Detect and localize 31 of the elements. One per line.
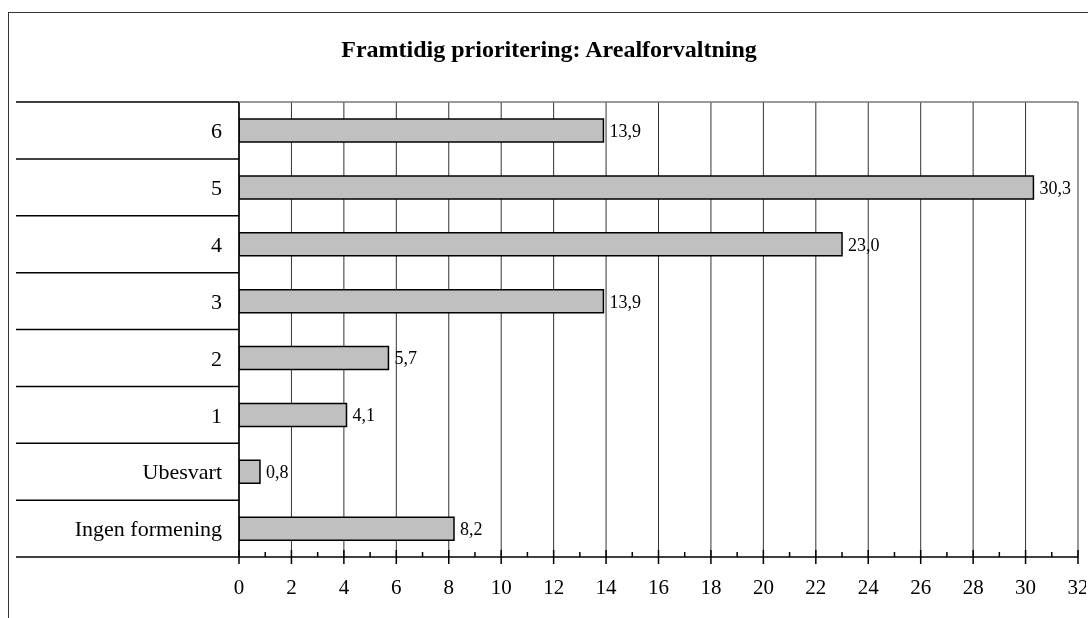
x-tick-label: 0 [233,575,245,599]
x-tick-label: 12 [543,575,565,599]
x-tick-label: 8 [443,575,454,599]
x-tick-label: 14 [595,575,618,599]
x-tick-label: 22 [805,575,827,599]
y-tick-label: 2 [211,345,222,371]
y-tick-label: 5 [211,175,222,201]
x-tick-label: 6 [391,575,402,599]
chart-title: Framtidig prioritering: Arealforvaltning [340,36,758,63]
y-tick-label: 1 [211,402,222,428]
x-tick-label: 10 [490,575,512,599]
x-tick-label: 26 [910,575,932,599]
x-tick-label: 18 [700,575,722,599]
data-label: 8,2 [459,519,483,540]
x-tick-label: 4 [338,575,350,599]
x-tick-label: 2 [286,575,297,599]
x-tick-label: 30 [1015,575,1037,599]
x-tick-label: 20 [752,575,774,599]
y-tick-label: 4 [211,232,222,257]
y-tick-label: Ingen formening [74,516,222,542]
data-label: 13,9 [609,120,641,141]
data-label: 4,1 [352,405,375,426]
x-tick-label: 28 [962,575,984,599]
x-tick-label: 24 [857,575,880,599]
data-label: 0,8 [265,462,289,483]
x-tick-label: 16 [648,575,669,599]
data-label: 30,3 [1039,177,1071,198]
y-tick-label: Ubesvart [142,459,222,485]
data-label: 13,9 [609,291,641,312]
y-tick-label: 6 [211,118,222,144]
y-tick-label: 3 [211,288,222,314]
